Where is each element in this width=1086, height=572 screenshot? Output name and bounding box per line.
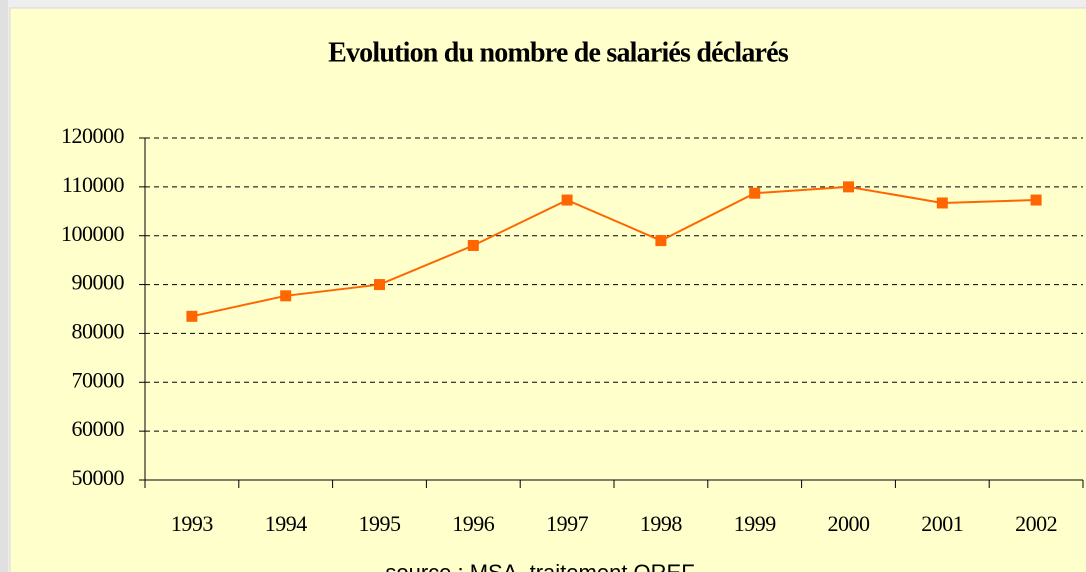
chart-area: [9, 7, 1086, 572]
y-tick-label: 90000: [72, 270, 125, 295]
y-tick-label: 60000: [72, 416, 125, 441]
marker: [936, 197, 948, 209]
x-tick-label: 1995: [359, 511, 402, 536]
x-tick-label: 2002: [1015, 511, 1057, 536]
marker: [467, 239, 479, 251]
x-tick-label: 2000: [828, 511, 871, 536]
x-tick-label: 1996: [452, 511, 495, 536]
x-tick-label: 1994: [265, 511, 308, 536]
y-tick-label: 120000: [61, 123, 125, 148]
marker: [749, 187, 761, 199]
marker: [561, 194, 573, 206]
marker: [1030, 194, 1042, 206]
y-tick-label: 100000: [61, 221, 125, 246]
y-tick-label: 70000: [72, 367, 125, 392]
marker: [655, 235, 667, 247]
marker: [280, 290, 292, 302]
line: [191, 185, 1037, 318]
y-tick-label: 110000: [62, 172, 125, 197]
chart-title: Evolution du nombre de salariés déclarés: [328, 37, 789, 68]
marker: [843, 181, 854, 193]
x-tick-label: 1998: [640, 511, 683, 536]
y-tick-label: 80000: [72, 318, 125, 343]
x-tick-label: 1999: [734, 511, 777, 536]
y-tick-label: 50000: [72, 465, 125, 490]
marker: [374, 279, 385, 291]
left-edge: [0, 0, 8, 572]
x-tick-label: 1997: [546, 511, 589, 536]
source-note: source : MSA, traitement OREF: [385, 560, 694, 572]
x-tick-label: 2001: [921, 511, 963, 536]
marker: [186, 310, 198, 322]
x-tick-label: 1993: [171, 511, 214, 536]
